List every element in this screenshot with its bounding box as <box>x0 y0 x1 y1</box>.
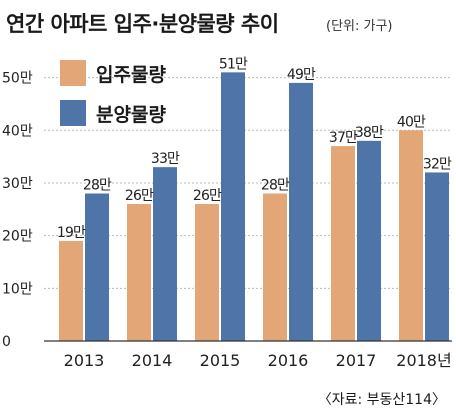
bar-move-in-2018 <box>399 130 423 341</box>
legend-label-pre-sale: 분양물량 <box>96 103 166 126</box>
legend-item-move-in: 입주물량 <box>60 58 166 88</box>
y-tick-label: 0 <box>2 334 11 350</box>
x-tick-label-2018: 2018년 <box>396 351 451 370</box>
unit-label: (단위: 가구) <box>326 19 393 34</box>
bar-move-in-2016 <box>263 193 287 341</box>
legend-label-move-in: 입주물량 <box>96 63 166 86</box>
data-label-move-in-2017: 37만 <box>329 130 358 146</box>
axes: 0 10만 20만 30만 40만 50만 2013 2014 2015 2016 2017 2018… <box>2 71 452 370</box>
y-tick-label: 50만 <box>2 71 33 87</box>
x-tick-label-2015: 2015 <box>200 351 241 370</box>
y-tick-label: 20만 <box>2 229 33 245</box>
data-label-pre-sale-2015: 51만 <box>219 56 248 72</box>
data-label-move-in-2018: 40만 <box>397 114 426 130</box>
bar-pre-sale-2018 <box>425 172 449 341</box>
x-tick-label-2014: 2014 <box>132 351 173 370</box>
x-tick-label-2013: 2013 <box>64 351 105 370</box>
data-label-pre-sale-2014: 33만 <box>151 151 180 167</box>
data-label-pre-sale-2018: 32만 <box>423 156 452 172</box>
data-label-pre-sale-2017: 38만 <box>355 125 384 141</box>
bars <box>59 72 449 341</box>
x-tick-label-2016: 2016 <box>268 351 309 370</box>
bar-pre-sale-2016 <box>289 82 313 341</box>
bar-move-in-2013 <box>59 240 83 341</box>
data-label-move-in-2013: 19만 <box>57 225 86 241</box>
chart-title: 연간 아파트 입주·분양물량 추이 <box>6 12 279 36</box>
legend-swatch-pre-sale <box>60 100 86 126</box>
source-note: 〈자료: 부동산114〉 <box>317 392 446 408</box>
y-tick-label: 10만 <box>2 281 33 297</box>
y-tick-label: 30만 <box>2 176 33 192</box>
bar-pre-sale-2017 <box>357 140 381 341</box>
grid-lines <box>44 77 452 289</box>
data-label-pre-sale-2016: 49만 <box>287 67 316 83</box>
legend-swatch-move-in <box>60 60 86 86</box>
bar-pre-sale-2015 <box>221 72 245 341</box>
data-label-move-in-2016: 28만 <box>261 178 290 194</box>
data-label-move-in-2014: 26만 <box>125 188 154 204</box>
y-tick-label: 40만 <box>2 123 33 139</box>
bar-move-in-2015 <box>195 204 219 341</box>
bar-pre-sale-2013 <box>85 193 109 341</box>
data-label-pre-sale-2013: 28만 <box>83 178 112 194</box>
legend-item-pre-sale: 분양물량 <box>60 98 166 128</box>
legend: 입주물량 분양물량 <box>60 58 166 138</box>
x-tick-label-2017: 2017 <box>336 351 377 370</box>
data-label-move-in-2015: 26만 <box>193 188 222 204</box>
bar-move-in-2014 <box>127 204 151 341</box>
bar-move-in-2017 <box>331 146 355 341</box>
bar-pre-sale-2014 <box>153 167 177 341</box>
